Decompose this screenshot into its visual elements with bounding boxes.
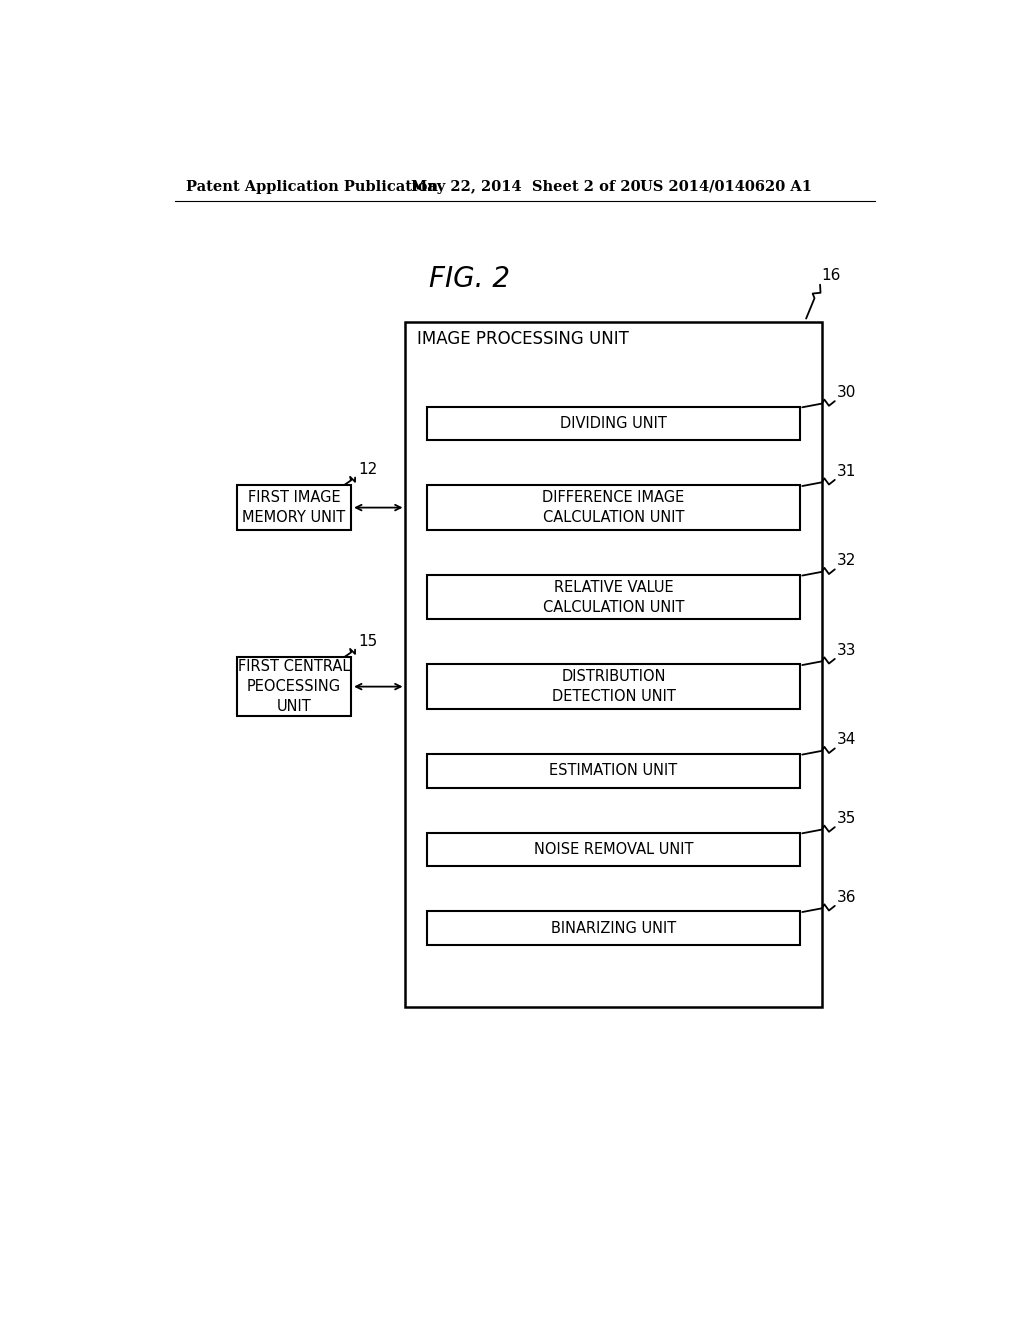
Text: ESTIMATION UNIT: ESTIMATION UNIT xyxy=(550,763,678,779)
Text: 12: 12 xyxy=(358,462,378,478)
Text: FIG. 2: FIG. 2 xyxy=(429,265,510,293)
Text: Patent Application Publication: Patent Application Publication xyxy=(186,180,438,194)
Bar xyxy=(427,833,800,866)
Text: BINARIZING UNIT: BINARIZING UNIT xyxy=(551,921,676,936)
Text: US 2014/0140620 A1: US 2014/0140620 A1 xyxy=(640,180,811,194)
Text: 34: 34 xyxy=(838,733,856,747)
Text: DISTRIBUTION
DETECTION UNIT: DISTRIBUTION DETECTION UNIT xyxy=(552,669,676,704)
Text: 16: 16 xyxy=(821,268,841,282)
Text: May 22, 2014  Sheet 2 of 20: May 22, 2014 Sheet 2 of 20 xyxy=(411,180,640,194)
Text: IMAGE PROCESSING UNIT: IMAGE PROCESSING UNIT xyxy=(417,330,629,347)
Text: 30: 30 xyxy=(838,385,856,400)
Text: 32: 32 xyxy=(838,553,856,569)
Text: DIVIDING UNIT: DIVIDING UNIT xyxy=(560,416,667,430)
Text: FIRST CENTRAL
PEOCESSING
UNIT: FIRST CENTRAL PEOCESSING UNIT xyxy=(238,659,350,714)
Bar xyxy=(237,486,351,529)
Text: RELATIVE VALUE
CALCULATION UNIT: RELATIVE VALUE CALCULATION UNIT xyxy=(543,579,684,615)
Text: NOISE REMOVAL UNIT: NOISE REMOVAL UNIT xyxy=(534,842,693,857)
Bar xyxy=(406,322,821,1007)
Text: 31: 31 xyxy=(838,463,856,479)
Bar xyxy=(237,657,351,715)
Bar xyxy=(427,486,800,529)
Text: DIFFERENCE IMAGE
CALCULATION UNIT: DIFFERENCE IMAGE CALCULATION UNIT xyxy=(543,490,685,525)
Bar xyxy=(427,911,800,945)
Text: 15: 15 xyxy=(358,635,378,649)
Bar xyxy=(427,754,800,788)
Text: FIRST IMAGE
MEMORY UNIT: FIRST IMAGE MEMORY UNIT xyxy=(243,490,345,525)
Bar xyxy=(427,407,800,441)
Text: 36: 36 xyxy=(838,890,857,906)
Bar xyxy=(427,574,800,619)
Text: 35: 35 xyxy=(838,812,856,826)
Text: 33: 33 xyxy=(838,643,857,657)
Bar xyxy=(427,664,800,709)
